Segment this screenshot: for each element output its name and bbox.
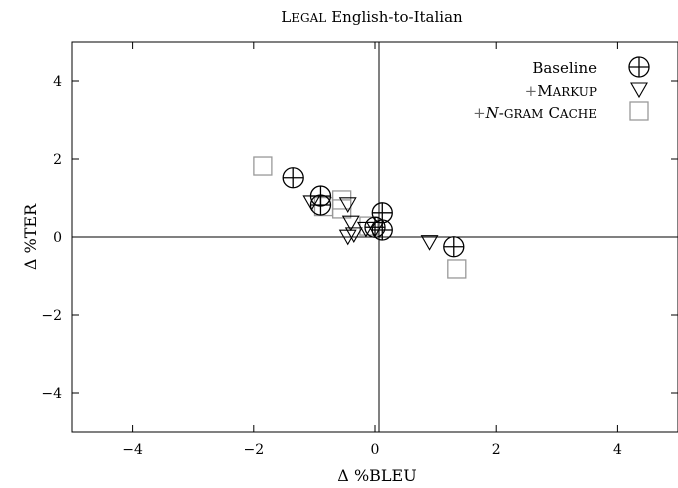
- x-tick-label: −4: [122, 442, 143, 458]
- legend-markup-rest: ARKUP: [552, 85, 597, 99]
- chart-title-first: L: [281, 8, 291, 26]
- legend-marker-circle-plus: [628, 56, 650, 78]
- x-axis-ticks: −4 −2 0 2 4: [122, 42, 622, 458]
- x-tick-label: 2: [492, 442, 501, 458]
- legend-ngram-gram: GRAM: [504, 107, 544, 121]
- point-circle-plus: [309, 194, 332, 216]
- point-triangle-down: [338, 197, 357, 213]
- legend-markup-first: M: [537, 82, 552, 100]
- point-square: [332, 199, 352, 219]
- legend-label-markup: +MARKUP: [525, 82, 597, 100]
- y-tick-label: 0: [53, 230, 62, 246]
- legend-ngram-dash: -: [499, 104, 504, 122]
- legend-marker-square: [629, 101, 649, 121]
- legend-label-ngram: +N-GRAM CACHE: [473, 104, 597, 122]
- point-triangle-down: [420, 235, 439, 251]
- x-tick-label: −2: [243, 442, 264, 458]
- legend-ngram-plus: +: [473, 104, 486, 122]
- legend-ngram-c: C: [548, 104, 559, 122]
- x-axis-label: Δ %BLEU: [337, 466, 416, 485]
- point-square: [253, 156, 273, 176]
- legend-ngram-n: N: [485, 104, 500, 122]
- y-tick-label: −2: [41, 308, 62, 324]
- x-tick-label: 4: [613, 442, 622, 458]
- legend-label-baseline: Baseline: [532, 59, 597, 77]
- legend-markers: [628, 56, 650, 121]
- y-axis-label: Δ %TER: [21, 203, 40, 270]
- chart-title-tail: English-to-Italian: [331, 8, 463, 26]
- legend: Baseline +MARKUP +N-GRAM CACHE: [473, 56, 650, 122]
- y-axis-ticks: −4 −2 0 2 4: [41, 74, 678, 402]
- point-circle-plus: [371, 219, 393, 241]
- point-triangle-down: [344, 227, 363, 243]
- chart-title-rest: EGAL: [291, 11, 326, 25]
- point-square: [447, 259, 467, 279]
- point-circle-plus: [282, 167, 304, 189]
- y-tick-label: 4: [53, 74, 62, 90]
- legend-ngram-ache: ACHE: [559, 107, 597, 121]
- x-tick-label: 0: [371, 442, 380, 458]
- data-points: [253, 156, 467, 279]
- point-circle-plus: [443, 236, 465, 258]
- point-triangle-down: [341, 215, 360, 232]
- y-tick-label: 2: [53, 152, 62, 168]
- legend-markup-plus: +: [525, 82, 538, 100]
- y-tick-label: −4: [41, 386, 62, 402]
- chart-title: LEGAL English-to-Italian: [281, 8, 463, 26]
- legend-marker-triangle-down: [630, 82, 648, 99]
